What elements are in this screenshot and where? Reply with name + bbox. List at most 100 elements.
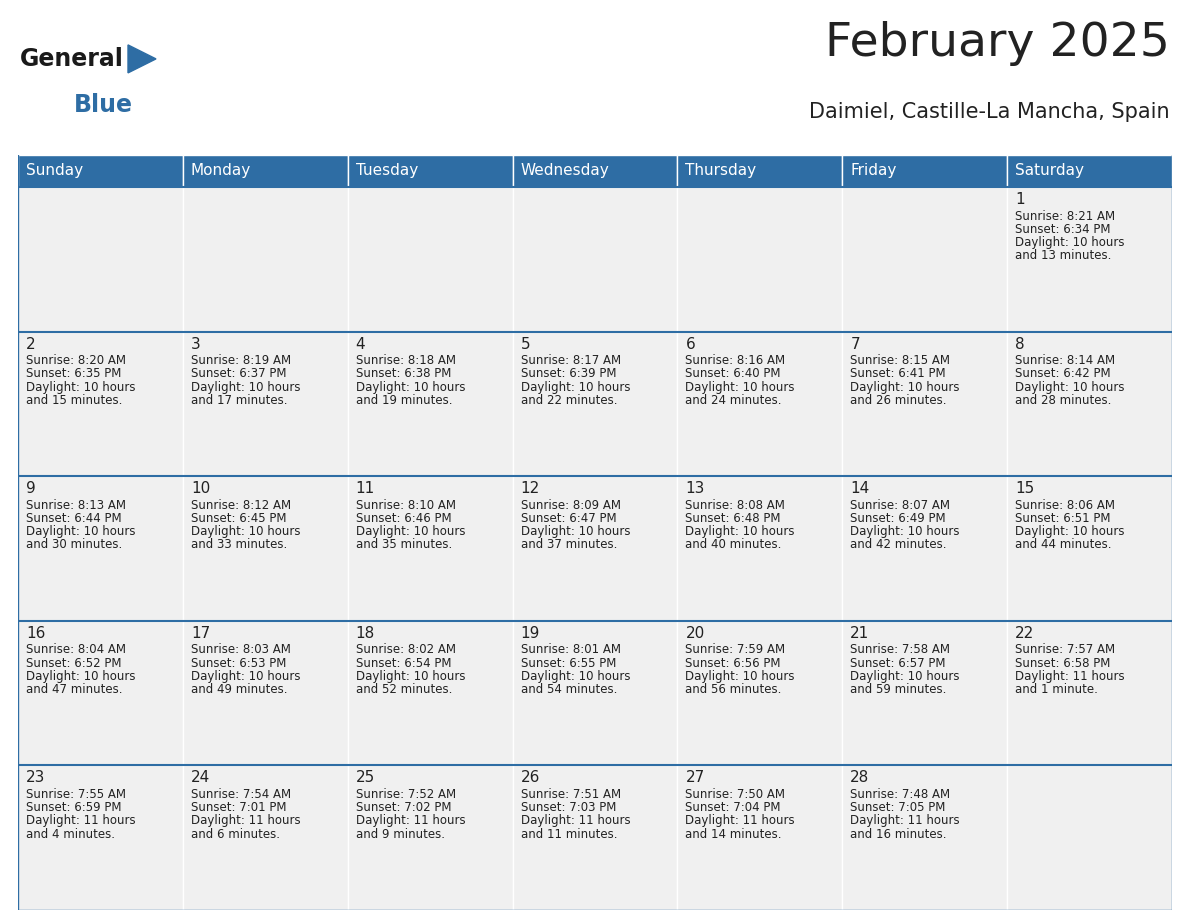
Bar [348,621,512,766]
Text: Daylight: 11 hours: Daylight: 11 hours [191,814,301,827]
Text: 17: 17 [191,626,210,641]
Text: Sunset: 6:57 PM: Sunset: 6:57 PM [851,656,946,669]
Text: Sunset: 6:56 PM: Sunset: 6:56 PM [685,656,781,669]
Text: Sunrise: 7:59 AM: Sunrise: 7:59 AM [685,644,785,656]
Text: Sunrise: 8:17 AM: Sunrise: 8:17 AM [520,354,620,367]
Text: Sunrise: 8:07 AM: Sunrise: 8:07 AM [851,498,950,512]
Text: Sunrise: 8:20 AM: Sunrise: 8:20 AM [26,354,126,367]
Text: Daylight: 11 hours: Daylight: 11 hours [520,814,630,827]
Bar [842,187,1007,331]
Text: Daylight: 11 hours: Daylight: 11 hours [685,814,795,827]
Text: and 19 minutes.: and 19 minutes. [355,394,453,407]
Bar [842,331,1007,476]
Text: and 49 minutes.: and 49 minutes. [191,683,287,696]
Text: Daylight: 10 hours: Daylight: 10 hours [520,381,630,394]
Text: Sunrise: 8:13 AM: Sunrise: 8:13 AM [26,498,126,512]
Text: Sunset: 6:47 PM: Sunset: 6:47 PM [520,512,617,525]
Text: Sunset: 6:35 PM: Sunset: 6:35 PM [26,367,121,380]
Text: Sunset: 7:01 PM: Sunset: 7:01 PM [191,801,286,814]
Text: Daylight: 10 hours: Daylight: 10 hours [1015,525,1125,538]
Text: 13: 13 [685,481,704,497]
Text: Daylight: 10 hours: Daylight: 10 hours [520,525,630,538]
Polygon shape [128,45,156,73]
Bar [183,155,348,187]
Text: Daylight: 10 hours: Daylight: 10 hours [191,525,301,538]
Bar [842,155,1007,187]
Text: 22: 22 [1015,626,1035,641]
Text: 6: 6 [685,337,695,352]
Text: Wednesday: Wednesday [520,163,609,178]
Text: Sunrise: 7:51 AM: Sunrise: 7:51 AM [520,788,620,801]
Text: Daylight: 10 hours: Daylight: 10 hours [355,670,466,683]
Bar [1007,155,1173,187]
Text: 23: 23 [26,770,45,786]
Text: Sunrise: 8:02 AM: Sunrise: 8:02 AM [355,644,456,656]
Text: Daimiel, Castille-La Mancha, Spain: Daimiel, Castille-La Mancha, Spain [809,102,1170,121]
Bar [348,331,512,476]
Text: Sunrise: 8:21 AM: Sunrise: 8:21 AM [1015,209,1116,222]
Text: 25: 25 [355,770,375,786]
Text: Daylight: 10 hours: Daylight: 10 hours [685,525,795,538]
Text: 11: 11 [355,481,375,497]
Text: Sunrise: 8:01 AM: Sunrise: 8:01 AM [520,644,620,656]
Text: Sunset: 6:55 PM: Sunset: 6:55 PM [520,656,615,669]
Bar [18,331,183,476]
Text: Daylight: 10 hours: Daylight: 10 hours [191,381,301,394]
Text: 14: 14 [851,481,870,497]
Text: and 1 minute.: and 1 minute. [1015,683,1098,696]
Text: 12: 12 [520,481,539,497]
Text: 15: 15 [1015,481,1035,497]
Bar [1007,331,1173,476]
Text: and 28 minutes.: and 28 minutes. [1015,394,1112,407]
Text: Blue: Blue [74,94,133,118]
Text: Sunset: 6:44 PM: Sunset: 6:44 PM [26,512,121,525]
Text: and 33 minutes.: and 33 minutes. [191,538,287,552]
Bar [348,476,512,621]
Text: Sunset: 6:41 PM: Sunset: 6:41 PM [851,367,946,380]
Text: Daylight: 11 hours: Daylight: 11 hours [26,814,135,827]
Text: and 4 minutes.: and 4 minutes. [26,827,115,841]
Text: Daylight: 11 hours: Daylight: 11 hours [355,814,466,827]
Text: and 54 minutes.: and 54 minutes. [520,683,617,696]
Bar [1007,621,1173,766]
Bar [677,187,842,331]
Text: 10: 10 [191,481,210,497]
Text: and 37 minutes.: and 37 minutes. [520,538,617,552]
Text: Sunrise: 8:03 AM: Sunrise: 8:03 AM [191,644,291,656]
Text: Sunrise: 8:09 AM: Sunrise: 8:09 AM [520,498,620,512]
Bar [842,476,1007,621]
Bar [677,155,842,187]
Text: Sunrise: 7:54 AM: Sunrise: 7:54 AM [191,788,291,801]
Bar [183,621,348,766]
Text: Daylight: 10 hours: Daylight: 10 hours [685,381,795,394]
Text: 3: 3 [191,337,201,352]
Text: Sunset: 7:04 PM: Sunset: 7:04 PM [685,801,781,814]
Bar [18,476,183,621]
Bar [18,766,183,910]
Text: 1: 1 [1015,192,1025,207]
Text: Sunrise: 8:10 AM: Sunrise: 8:10 AM [355,498,456,512]
Text: Daylight: 10 hours: Daylight: 10 hours [520,670,630,683]
Text: 21: 21 [851,626,870,641]
Text: 27: 27 [685,770,704,786]
Text: Sunrise: 8:19 AM: Sunrise: 8:19 AM [191,354,291,367]
Text: and 11 minutes.: and 11 minutes. [520,827,617,841]
Bar [348,155,512,187]
Text: Tuesday: Tuesday [355,163,418,178]
Text: and 13 minutes.: and 13 minutes. [1015,249,1112,263]
Text: Sunrise: 7:52 AM: Sunrise: 7:52 AM [355,788,456,801]
Text: 2: 2 [26,337,36,352]
Bar [18,187,183,331]
Text: General: General [20,47,124,71]
Text: Sunset: 6:59 PM: Sunset: 6:59 PM [26,801,121,814]
Text: Sunset: 6:51 PM: Sunset: 6:51 PM [1015,512,1111,525]
Text: and 17 minutes.: and 17 minutes. [191,394,287,407]
Text: Sunrise: 7:50 AM: Sunrise: 7:50 AM [685,788,785,801]
Text: and 42 minutes.: and 42 minutes. [851,538,947,552]
Text: Daylight: 11 hours: Daylight: 11 hours [851,814,960,827]
Text: Sunset: 6:40 PM: Sunset: 6:40 PM [685,367,781,380]
Text: 26: 26 [520,770,541,786]
Text: 7: 7 [851,337,860,352]
Text: and 35 minutes.: and 35 minutes. [355,538,451,552]
Text: Sunset: 7:02 PM: Sunset: 7:02 PM [355,801,451,814]
